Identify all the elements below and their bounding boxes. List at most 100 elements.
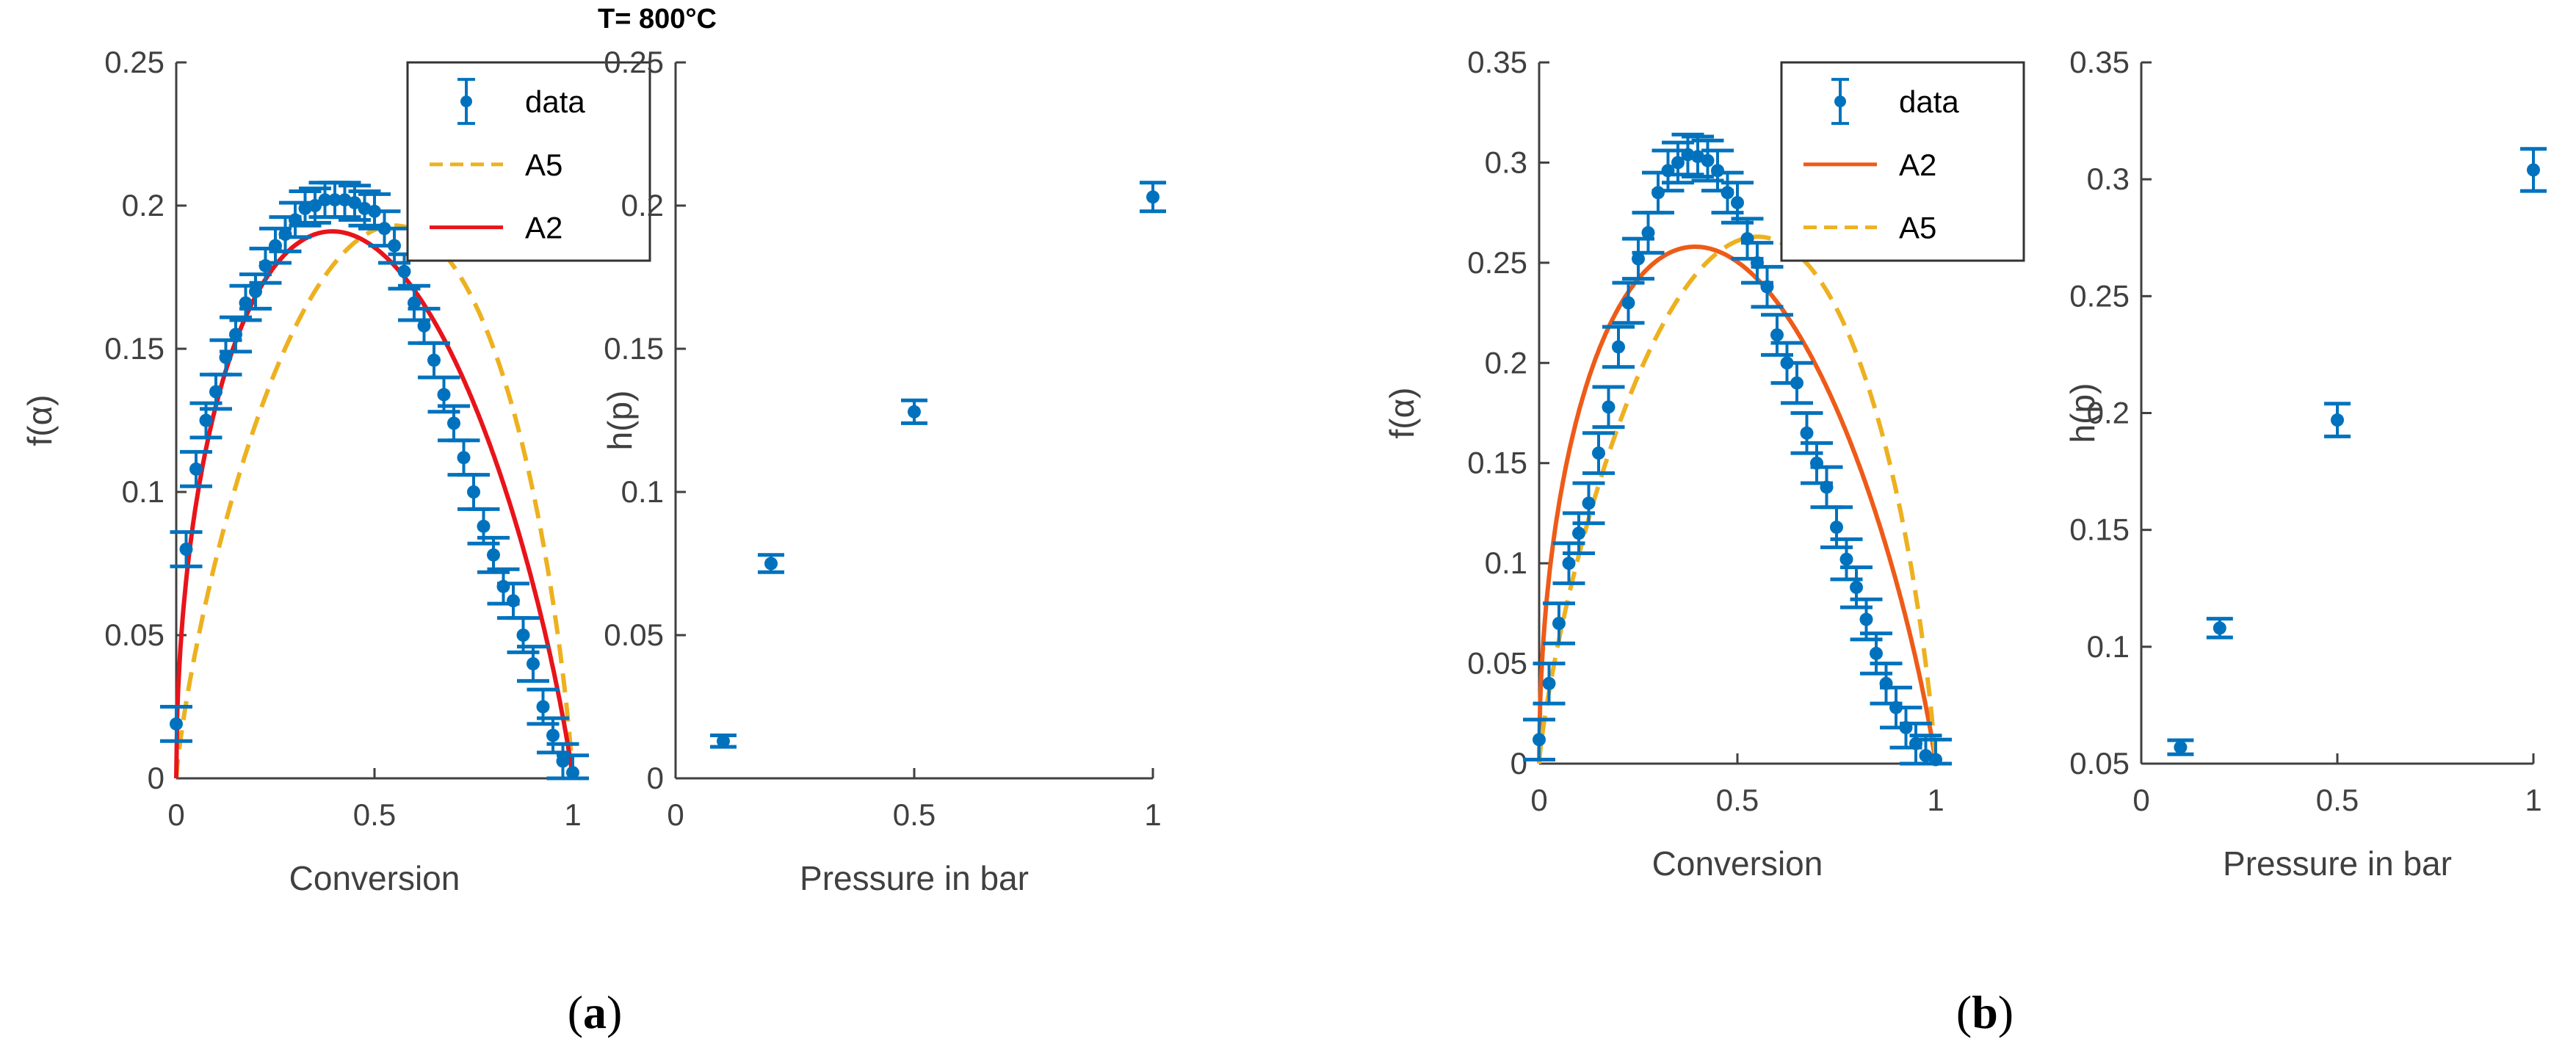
data-point — [180, 449, 212, 488]
data-marker — [527, 657, 540, 670]
y-tick-label: 0.1 — [1485, 546, 1527, 580]
data-marker — [467, 485, 480, 499]
x-tick-label: 0 — [167, 797, 184, 832]
data-marker — [1760, 280, 1774, 294]
data-marker — [219, 350, 233, 364]
data-marker — [1651, 186, 1665, 200]
chart-title: T= 800°C — [598, 4, 717, 35]
data-marker — [717, 734, 730, 748]
data-marker — [189, 462, 203, 476]
y-tick-label: 0.25 — [104, 45, 164, 79]
series-line-a2 — [1537, 245, 1938, 764]
data-marker — [2174, 740, 2188, 754]
data-marker — [1661, 164, 1675, 178]
y-axis-label: f(α) — [1383, 387, 1421, 438]
x-tick-label: 0.5 — [893, 797, 936, 832]
legend-swatch-marker — [460, 95, 472, 108]
legend: data A5 A2 — [406, 61, 651, 262]
data-marker — [447, 416, 460, 430]
data-marker — [249, 285, 262, 298]
data-marker — [1929, 753, 1942, 767]
data-marker — [1691, 150, 1704, 164]
chart-b-pressure: 0.05 0.1 0.15 0.2 0.25 0.3 0.35 0 0.5 1 Pressure i… — [2063, 45, 2547, 883]
y-tick-label: 0.25 — [2069, 278, 2130, 313]
data-marker — [1870, 646, 1883, 660]
data-marker — [1830, 521, 1843, 535]
data-marker — [546, 728, 560, 742]
data-point — [2206, 617, 2233, 640]
data-point — [1140, 181, 1166, 214]
data-marker — [1671, 156, 1685, 170]
chart-b-conversion: 0 0.05 0.1 0.15 0.2 0.25 0.3 0.35 0 0.5 1 Conversio… — [1383, 45, 2025, 883]
x-tick-label: 1 — [1144, 797, 1161, 832]
y-tick-label: 0.25 — [1467, 245, 1527, 280]
y-axis-label: h(p) — [2063, 383, 2102, 443]
data-marker — [1701, 153, 1715, 167]
data-marker — [1770, 328, 1784, 342]
y-tick-label: 0.15 — [1467, 446, 1527, 480]
data-marker — [516, 629, 530, 642]
x-tick-label: 0.5 — [1716, 783, 1759, 817]
data-marker — [1533, 733, 1546, 747]
data-marker — [1146, 190, 1159, 204]
data-marker — [408, 296, 421, 310]
data-marker — [239, 296, 253, 310]
y-tick-label: 0.15 — [604, 331, 664, 366]
data-marker — [1721, 186, 1734, 200]
data-marker — [348, 196, 361, 210]
data-marker — [1572, 526, 1585, 540]
legend-swatch-marker — [1834, 95, 1846, 108]
x-tick-label: 1 — [564, 797, 581, 832]
y-axis-label: h(p) — [601, 391, 639, 451]
data-marker — [1621, 296, 1635, 310]
data-marker — [170, 717, 183, 731]
legend-label-a2: A2 — [1899, 148, 1936, 182]
legend-label-a5: A5 — [1899, 211, 1936, 245]
data-marker — [1820, 480, 1834, 494]
data-marker — [427, 353, 441, 367]
y-tick-label: 0 — [647, 761, 664, 795]
y-tick-label: 0.1 — [2087, 629, 2130, 664]
data-marker — [1919, 749, 1933, 763]
data-point — [2520, 147, 2547, 193]
y-tick-label: 0.25 — [604, 45, 664, 79]
data-marker — [556, 754, 570, 768]
legend-label-a5: A5 — [525, 148, 562, 182]
series-line-a2 — [174, 229, 575, 779]
data-marker — [1562, 557, 1576, 571]
data-marker — [417, 319, 431, 333]
y-tick-label: 0.05 — [604, 618, 664, 652]
data-point — [447, 438, 480, 477]
data-marker — [1552, 617, 1566, 630]
x-axis-label: Conversion — [1652, 844, 1823, 883]
data-marker — [1542, 676, 1556, 690]
data-point — [2324, 402, 2351, 438]
data-point — [1602, 325, 1635, 369]
data-marker — [328, 193, 341, 207]
data-marker — [437, 388, 451, 402]
data-point — [378, 226, 410, 265]
x-axis-label: Conversion — [289, 859, 460, 897]
data-point — [1592, 385, 1625, 430]
data-point — [418, 341, 450, 380]
data-marker — [388, 239, 401, 253]
data-point — [1582, 431, 1615, 475]
x-tick-label: 0 — [2132, 783, 2149, 817]
y-tick-label: 0.15 — [2069, 513, 2130, 547]
data-point — [1781, 361, 1813, 405]
data-marker — [1612, 340, 1625, 354]
data-point — [2167, 738, 2194, 756]
data-point — [170, 530, 203, 568]
y-tick-label: 0 — [148, 761, 164, 795]
legend: data A2 A5 — [1780, 61, 2025, 262]
data-marker — [764, 557, 778, 571]
data-point — [398, 283, 430, 322]
data-marker — [2527, 163, 2540, 177]
data-marker — [1731, 196, 1744, 209]
y-tick-label: 0.3 — [2087, 162, 2130, 196]
data-point — [1889, 706, 1922, 750]
data-point — [901, 398, 927, 425]
y-tick-label: 0.3 — [1485, 145, 1527, 179]
data-marker — [1859, 612, 1873, 626]
